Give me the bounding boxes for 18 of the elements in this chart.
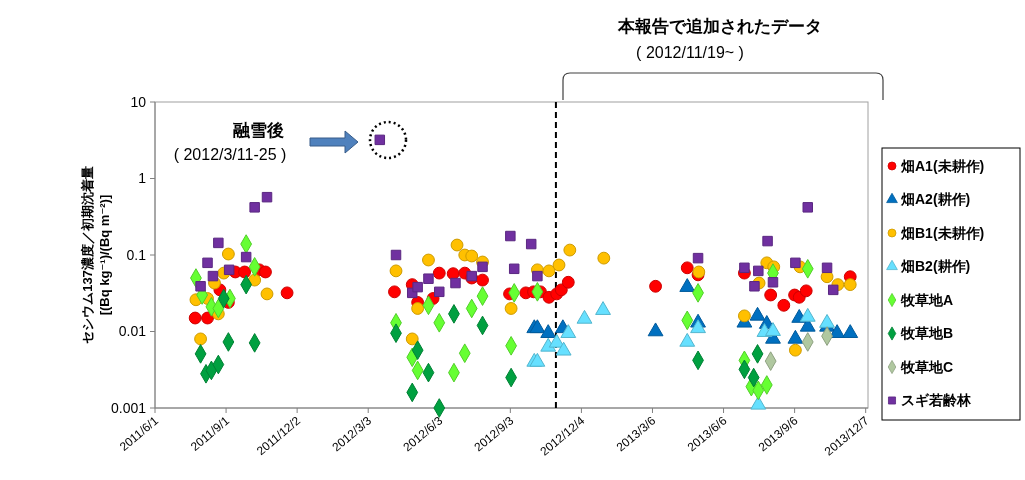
y-tick-label: 0.1	[126, 246, 147, 263]
legend-label: 牧草地C	[900, 358, 954, 375]
legend-label: スギ若齢林	[901, 392, 972, 409]
y-tick-label: 10	[130, 93, 147, 110]
y-axis-title: セシウム137濃度／初期沈着量 [(Bq kg⁻¹)/(Bq m⁻²)]	[80, 166, 112, 344]
y-tick-label: 1	[138, 170, 147, 187]
annotation: 融雪後	[232, 121, 284, 140]
text: 本報告で追加されたデータ	[617, 17, 822, 36]
annotation: ( 2012/3/11-25 )	[173, 146, 287, 163]
legend-label: 牧草地B	[900, 325, 954, 342]
legend-label: 畑A1(未耕作)	[900, 157, 985, 174]
legend-label: 畑B2(耕作)	[900, 258, 971, 275]
legend-label: 畑A2(耕作)	[900, 191, 971, 208]
legend-label: 畑B1(未耕作)	[900, 224, 985, 241]
y-tick-label: 0.001	[110, 399, 147, 416]
y-tick-label: 0.01	[118, 323, 147, 340]
legend-label: 牧草地A	[900, 291, 954, 308]
text: ( 2012/11/19~ )	[636, 44, 744, 61]
